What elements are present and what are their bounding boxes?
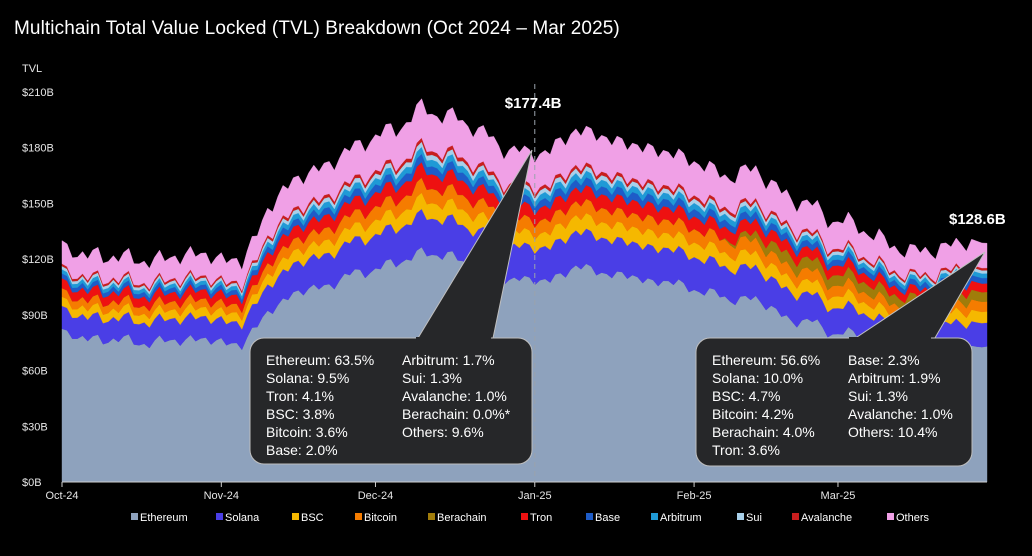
legend-label: Berachain: [437, 512, 487, 524]
chart-title: Multichain Total Value Locked (TVL) Brea…: [14, 18, 620, 39]
legend-label: Arbitrum: [660, 512, 702, 524]
legend-label: Base: [595, 512, 620, 524]
legend-label: Others: [896, 512, 930, 524]
legend-item-bitcoin: Bitcoin: [355, 512, 397, 524]
x-tick-label: Mar-25: [821, 490, 856, 502]
callout-line: Bitcoin: 4.2%: [712, 406, 794, 422]
legend-label: Ethereum: [140, 512, 188, 524]
x-tick-label: Dec-24: [358, 490, 393, 502]
legend-swatch: [737, 513, 744, 520]
y-tick-label: $150B: [22, 198, 54, 210]
callout-panel: [695, 337, 973, 467]
callout-line: Arbitrum: 1.7%: [402, 352, 495, 368]
callout-line: BSC: 3.8%: [266, 406, 334, 422]
callout-line: BSC: 4.7%: [712, 388, 780, 404]
callout-line: Solana: 10.0%: [712, 370, 803, 386]
y-tick-label: $60B: [22, 366, 48, 378]
legend-label: Avalanche: [801, 512, 852, 524]
legend-item-avalanche: Avalanche: [792, 512, 852, 524]
legend-label: BSC: [301, 512, 324, 524]
legend-swatch: [292, 513, 299, 520]
total-value-label: $177.4B: [505, 95, 562, 112]
legend-swatch: [428, 513, 435, 520]
x-tick-label: Jan-25: [518, 490, 552, 502]
legend-label: Solana: [225, 512, 260, 524]
total-value-label: $128.6B: [949, 211, 1006, 228]
callout-box-1: Ethereum: 63.5% Solana: 9.5% Tron: 4.1% BSC…: [249, 149, 533, 465]
y-tick-label: $0B: [22, 477, 42, 489]
area-others: [61, 98, 988, 292]
callout-line: Ethereum: 63.5%: [266, 352, 374, 368]
callout-box-2: Ethereum: 56.6% Solana: 10.0% BSC: 4.7% Bit…: [695, 251, 986, 467]
y-tick-label: $180B: [22, 143, 54, 155]
x-tick-label: Oct-24: [45, 490, 78, 502]
callout-line: Berachain: 4.0%: [712, 424, 815, 440]
callout-line: Bitcoin: 3.6%: [266, 424, 348, 440]
legend-swatch: [586, 513, 593, 520]
legend-label: Bitcoin: [364, 512, 397, 524]
legend-item-others: Others: [887, 512, 930, 524]
legend-label: Sui: [746, 512, 762, 524]
y-axis-label: TVL: [22, 63, 42, 75]
legend-swatch: [792, 513, 799, 520]
legend-item-base: Base: [586, 512, 620, 524]
callout-line: Tron: 3.6%: [712, 442, 780, 458]
callout-line: Others: 9.6%: [402, 424, 484, 440]
y-tick-label: $120B: [22, 254, 54, 266]
legend-item-ethereum: Ethereum: [131, 512, 188, 524]
callout-line: Avalanche: 1.0%: [848, 406, 953, 422]
callout-line: Ethereum: 56.6%: [712, 352, 820, 368]
callout-line: Tron: 4.1%: [266, 388, 334, 404]
callout-line: Sui: 1.3%: [402, 370, 462, 386]
legend-item-sui: Sui: [737, 512, 762, 524]
legend-item-tron: Tron: [521, 512, 552, 524]
callout-line: Berachain: 0.0%*: [402, 406, 511, 422]
y-tick-label: $210B: [22, 87, 54, 99]
x-tick-label: Nov-24: [204, 490, 239, 502]
legend-swatch: [131, 513, 138, 520]
callout-panel: [249, 337, 533, 465]
callout-line: Others: 10.4%: [848, 424, 938, 440]
x-tick-label: Feb-25: [677, 490, 712, 502]
callout-line: Base: 2.0%: [266, 442, 338, 458]
legend-item-bsc: BSC: [292, 512, 324, 524]
callout-line: Arbitrum: 1.9%: [848, 370, 941, 386]
legend-swatch: [355, 513, 362, 520]
legend-item-solana: Solana: [216, 512, 260, 524]
legend-swatch: [651, 513, 658, 520]
legend-item-arbitrum: Arbitrum: [651, 512, 702, 524]
legend-swatch: [887, 513, 894, 520]
callout-line: Base: 2.3%: [848, 352, 920, 368]
y-tick-label: $30B: [22, 421, 48, 433]
callout-line: Sui: 1.3%: [848, 388, 908, 404]
legend-item-berachain: Berachain: [428, 512, 487, 524]
legend-swatch: [216, 513, 223, 520]
y-tick-label: $90B: [22, 310, 48, 322]
callout-line: Avalanche: 1.0%: [402, 388, 507, 404]
legend-swatch: [521, 513, 528, 520]
callout-line: Solana: 9.5%: [266, 370, 349, 386]
legend-label: Tron: [530, 512, 552, 524]
